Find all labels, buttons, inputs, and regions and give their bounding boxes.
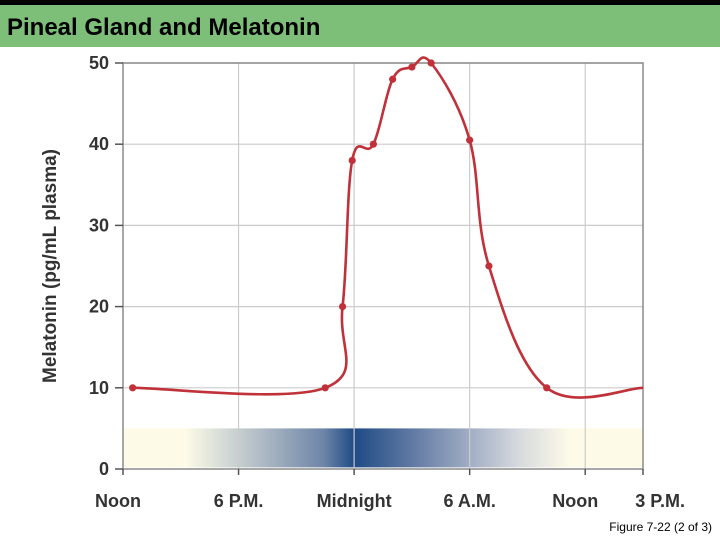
data-point-1 <box>321 384 329 392</box>
data-point-2 <box>338 303 347 311</box>
x-tick-label-5: 3 P.M. <box>635 491 685 511</box>
y-tick-label-5: 50 <box>89 53 109 73</box>
y-tick-label-4: 40 <box>89 134 109 154</box>
title-band: Pineal Gland and Melatonin <box>0 5 720 47</box>
x-tick-label-0: Noon <box>95 491 141 511</box>
series-line-0 <box>132 56 644 399</box>
data-point-7 <box>427 59 435 67</box>
data-point-4 <box>369 140 377 148</box>
y-tick-label-2: 20 <box>89 297 109 317</box>
x-tick-label-4: Noon <box>552 491 598 511</box>
figure-caption: Figure 7-22 (2 of 3) <box>609 520 712 534</box>
data-point-3 <box>348 156 356 165</box>
data-point-10 <box>543 384 551 392</box>
y-tick-label-1: 10 <box>89 378 109 398</box>
plot-frame <box>122 62 644 470</box>
data-point-6 <box>408 63 416 71</box>
plot-area <box>123 63 643 469</box>
page-title: Pineal Gland and Melatonin <box>7 14 321 41</box>
data-point-9 <box>485 262 493 270</box>
data-point-0 <box>129 384 137 392</box>
x-tick-label-1: 6 P.M. <box>214 491 264 511</box>
light-dark-bar <box>123 428 643 468</box>
y-tick-label-0: 0 <box>99 459 109 479</box>
data-point-5 <box>389 75 397 83</box>
x-tick-label-3: 6 A.M. <box>443 491 495 511</box>
y-axis-label: Melatonin (pg/mL plasma) <box>40 149 61 383</box>
x-tick-label-2: Midnight <box>317 491 392 511</box>
data-point-8 <box>466 136 474 144</box>
melatonin-chart: 0 10 20 30 40 50 Noon 6 P.M. Midnight 6 A.M. Noon 3… <box>40 53 685 511</box>
y-tick-label-3: 30 <box>89 215 109 235</box>
top-bar <box>0 0 720 5</box>
